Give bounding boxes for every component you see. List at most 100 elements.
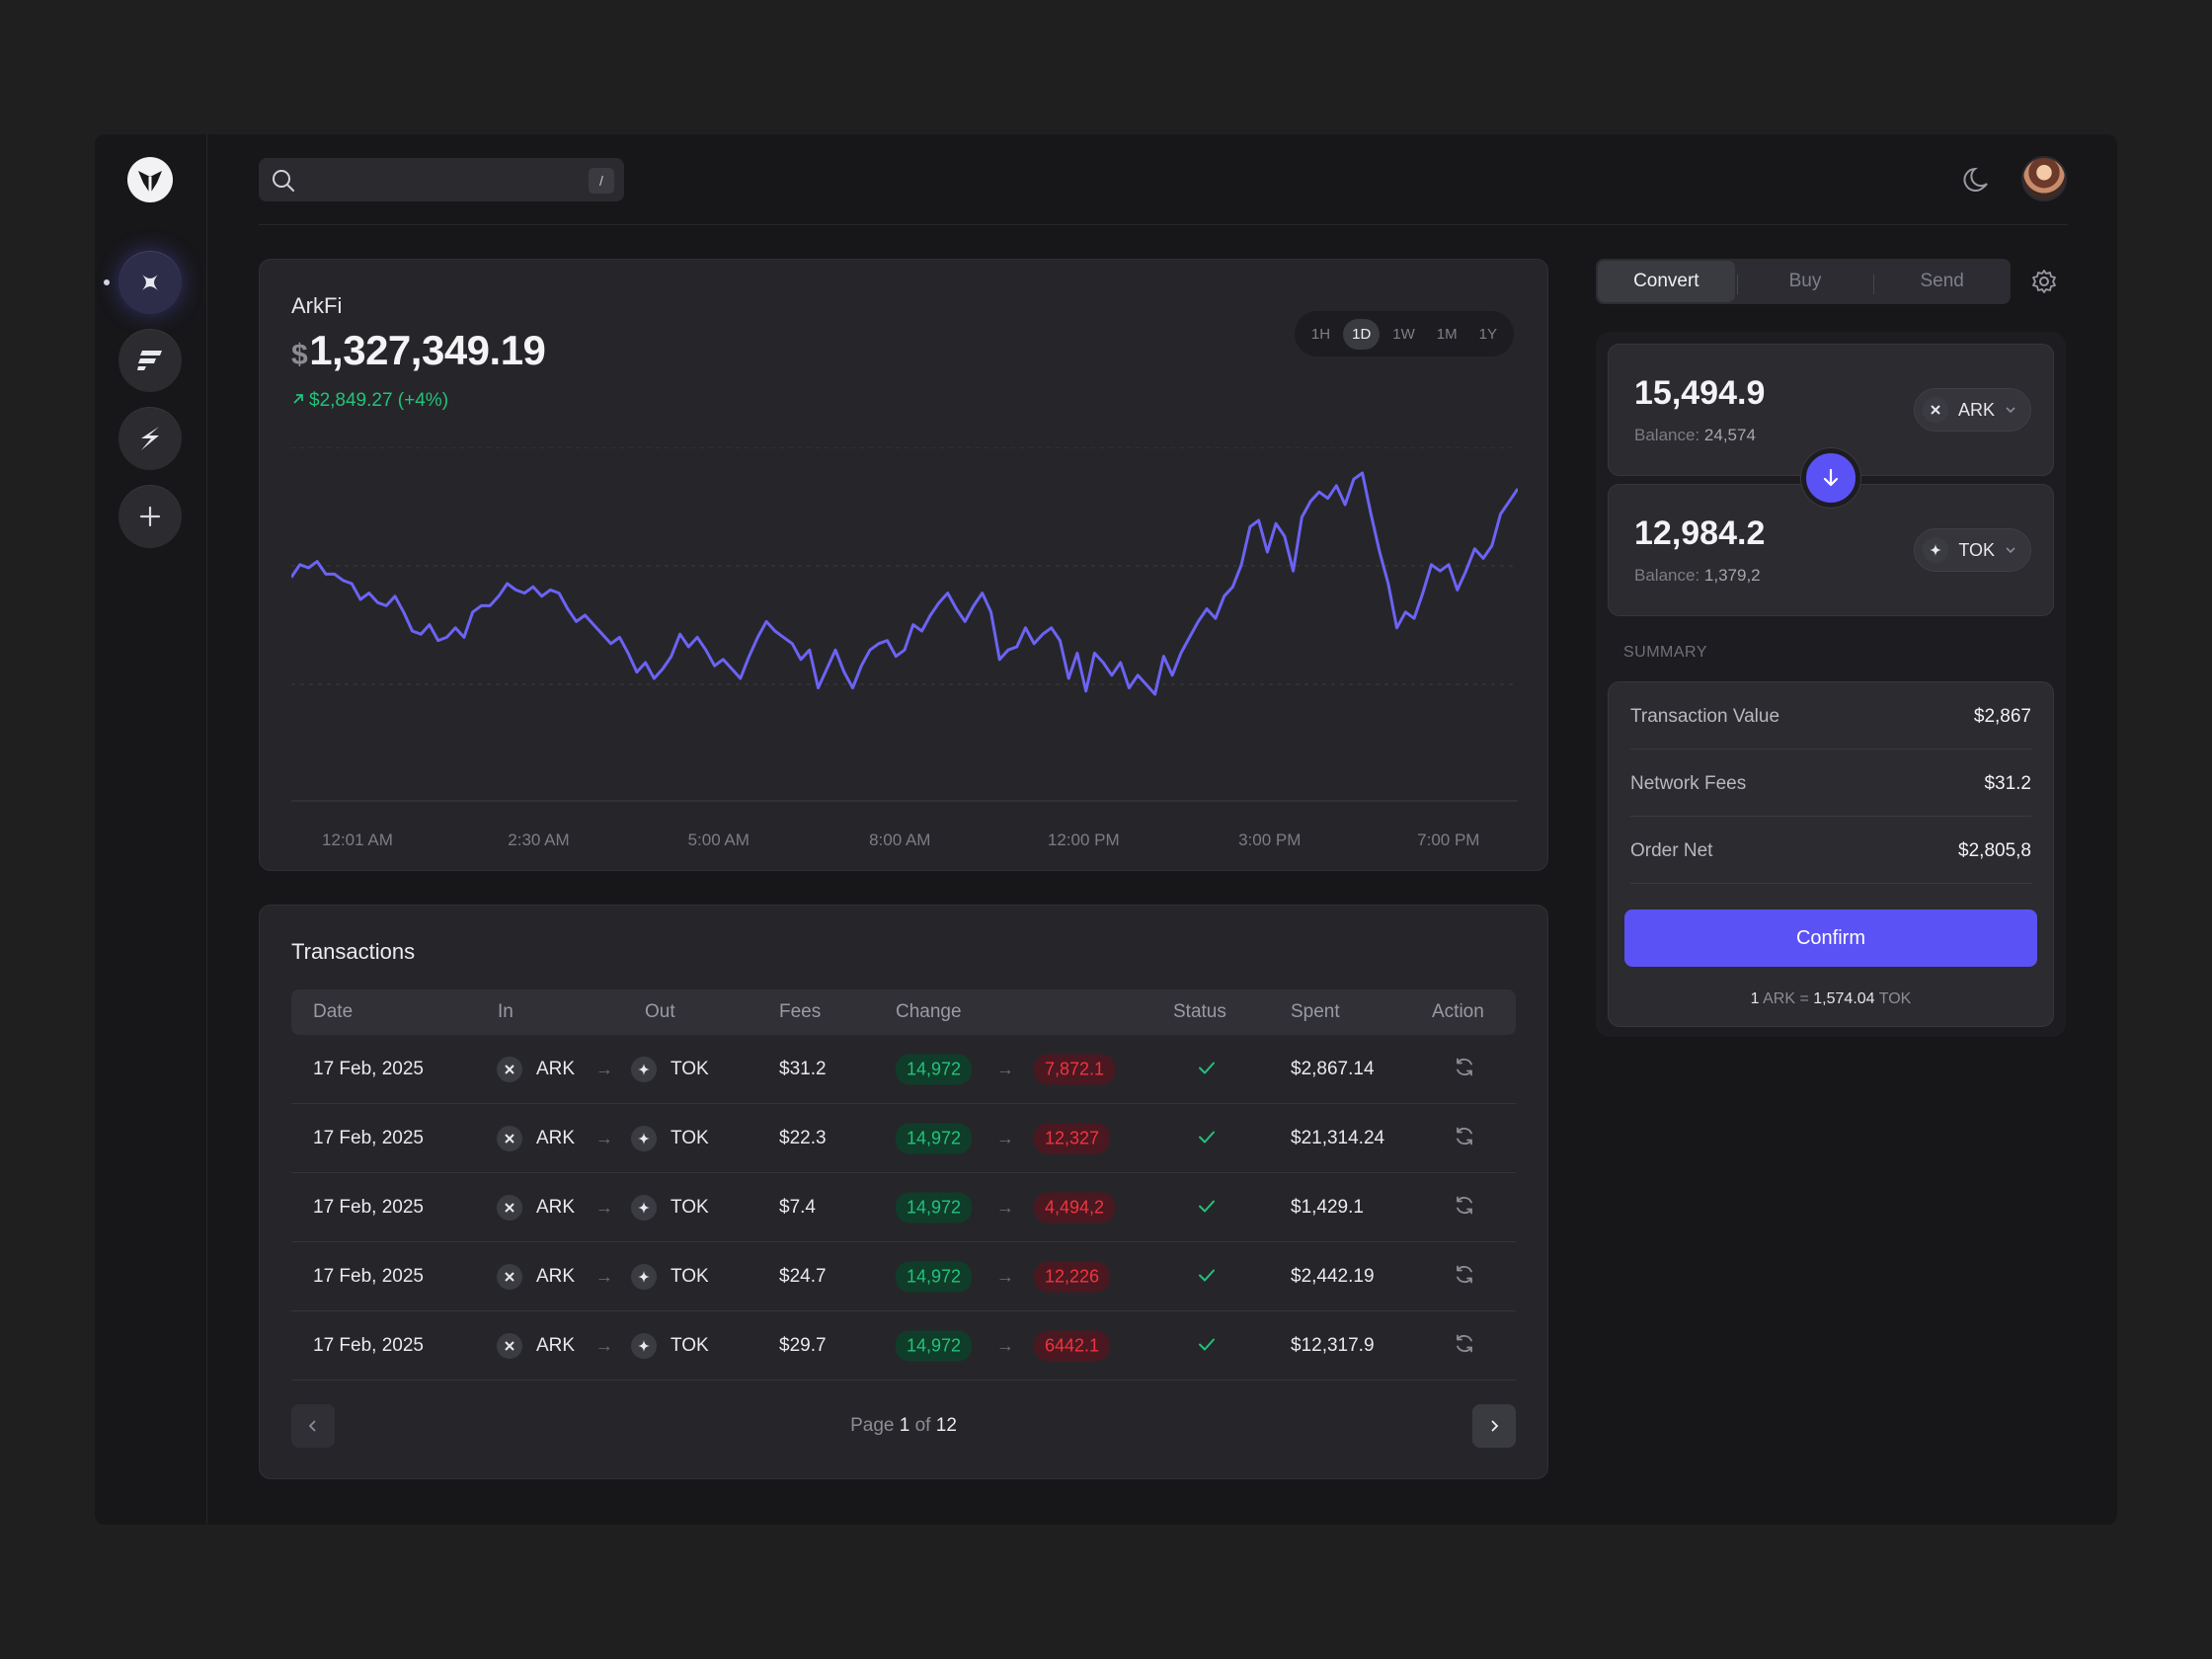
row-in-token: ARK xyxy=(536,1127,576,1148)
search-shortcut: / xyxy=(589,168,614,194)
x-tick-label: 5:00 AM xyxy=(687,830,750,849)
row-out-token: TOK xyxy=(671,1196,709,1218)
tab-convert[interactable]: Convert xyxy=(1598,261,1735,302)
row-change-from: 14,972 xyxy=(896,1192,973,1223)
tok-token-icon xyxy=(631,1194,657,1221)
sidebar-add-button[interactable] xyxy=(118,485,182,548)
refresh-icon[interactable] xyxy=(1453,1055,1476,1083)
tab-buy[interactable]: Buy xyxy=(1736,271,1874,294)
row-out-token: TOK xyxy=(671,1127,709,1148)
x-tick-label: 3:00 PM xyxy=(1238,830,1302,849)
summary-row: Transaction Value $2,867 xyxy=(1630,682,2031,750)
price-line-chart xyxy=(291,447,1518,802)
refresh-icon[interactable] xyxy=(1453,1193,1476,1222)
tok-token-icon xyxy=(631,1332,657,1359)
check-icon xyxy=(1198,1196,1216,1219)
exchange-rate: 1 ARK = 1,574.04 TOK xyxy=(1750,990,1912,1007)
row-change-to: 7,872.1 xyxy=(1034,1054,1116,1084)
from-token-select[interactable]: ARK xyxy=(1913,388,2031,432)
column-change: Change xyxy=(896,1001,962,1022)
ark-token-icon xyxy=(497,1263,522,1290)
arrow-right-icon: → xyxy=(595,1059,613,1078)
table-header: Date In Out Fees Change Status Spent Act… xyxy=(291,989,1516,1035)
timeframe-1y[interactable]: 1Y xyxy=(1478,325,1497,343)
arrow-up-right-icon xyxy=(293,394,303,404)
column-in: In xyxy=(498,1001,514,1022)
table-row: 17 Feb, 2025 ARK → TOK $7.4 14,972 → 4,494,2 $1,… xyxy=(291,1173,1516,1242)
sidebar-item-stack[interactable] xyxy=(118,329,182,392)
stack-icon xyxy=(137,351,162,370)
row-in-token: ARK xyxy=(536,1265,576,1287)
moon-icon[interactable] xyxy=(1959,162,1995,198)
row-fees: $29.7 xyxy=(779,1334,827,1356)
row-date: 17 Feb, 2025 xyxy=(313,1334,424,1356)
to-balance: Balance: 1,379,2 xyxy=(1634,566,1761,585)
row-change-from: 14,972 xyxy=(896,1054,973,1084)
sparkle-icon xyxy=(142,275,158,290)
row-spent: $1,429.1 xyxy=(1291,1196,1364,1218)
row-in-token: ARK xyxy=(536,1334,576,1356)
check-icon xyxy=(1198,1127,1216,1149)
price-chart-card: ArkFi $1,327,349.19 $2,849.27 (+4%) 1H 1… xyxy=(259,259,1548,871)
gear-icon[interactable] xyxy=(2030,268,2058,295)
check-icon xyxy=(1198,1058,1216,1080)
timeframe-1m[interactable]: 1M xyxy=(1436,325,1458,343)
to-token-select[interactable]: TOK xyxy=(1914,528,2031,572)
page-indicator: Page 1 of 12 xyxy=(850,1415,957,1436)
transactions-title: Transactions xyxy=(291,939,416,964)
arrow-right-icon: → xyxy=(595,1266,613,1286)
ark-token-icon xyxy=(497,1056,522,1082)
next-page-button[interactable] xyxy=(1472,1404,1516,1448)
confirm-button[interactable]: Confirm xyxy=(1624,909,2037,967)
search-bar[interactable]: / xyxy=(259,158,624,201)
row-fees: $24.7 xyxy=(779,1265,827,1287)
summary-box: Transaction Value $2,867 Network Fees $3… xyxy=(1608,681,2054,1027)
row-spent: $2,867.14 xyxy=(1291,1058,1375,1079)
previous-page-button[interactable] xyxy=(291,1404,335,1448)
from-amount[interactable]: 15,494.9 xyxy=(1634,374,1766,412)
ark-token-icon xyxy=(497,1194,522,1221)
tab-send[interactable]: Send xyxy=(1873,271,2011,294)
refresh-icon[interactable] xyxy=(1453,1331,1476,1360)
arrow-down-icon xyxy=(1823,468,1839,487)
refresh-icon[interactable] xyxy=(1453,1124,1476,1152)
x-axis-labels: 12:01 AM 2:30 AM 5:00 AM 8:00 AM 12:00 PM 3:0… xyxy=(291,830,1516,854)
arrow-right-icon: → xyxy=(996,1059,1014,1078)
action-tabs: Convert Buy Send xyxy=(1596,259,2011,304)
bolt-icon xyxy=(141,427,159,450)
row-change-from: 14,972 xyxy=(896,1123,973,1153)
tok-token-icon xyxy=(631,1056,657,1082)
row-in-token: ARK xyxy=(536,1058,576,1079)
sidebar-item-bolt[interactable] xyxy=(118,407,182,470)
row-out-token: TOK xyxy=(671,1058,709,1079)
row-change-to: 12,226 xyxy=(1034,1261,1111,1292)
timeframe-1w[interactable]: 1W xyxy=(1392,325,1415,343)
row-fees: $31.2 xyxy=(779,1058,827,1079)
refresh-icon[interactable] xyxy=(1453,1262,1476,1291)
row-change-to: 12,327 xyxy=(1034,1123,1111,1153)
row-spent: $21,314.24 xyxy=(1291,1127,1385,1148)
timeframe-1h[interactable]: 1H xyxy=(1310,325,1331,343)
price-change: $2,849.27 (+4%) xyxy=(291,390,448,412)
column-out: Out xyxy=(645,1001,675,1022)
row-date: 17 Feb, 2025 xyxy=(313,1196,424,1218)
x-tick-label: 12:00 PM xyxy=(1047,830,1120,849)
summary-row: Order Net $2,805,8 xyxy=(1630,817,2031,884)
ark-token-icon xyxy=(497,1125,522,1151)
ark-token-icon xyxy=(1922,397,1948,423)
row-change-from: 14,972 xyxy=(896,1330,973,1361)
avatar[interactable] xyxy=(2021,156,2067,201)
transactions-card: Transactions Date In Out Fees Change Sta… xyxy=(259,905,1548,1479)
summary-row: Network Fees $31.2 xyxy=(1630,750,2031,817)
table-row: 17 Feb, 2025 ARK → TOK $29.7 14,972 → 6442.1 $12… xyxy=(291,1311,1516,1381)
timeframe-1d[interactable]: 1D xyxy=(1343,318,1381,350)
swap-direction-button[interactable] xyxy=(1801,448,1860,508)
row-fees: $7.4 xyxy=(779,1196,816,1218)
to-amount[interactable]: 12,984.2 xyxy=(1634,514,1766,552)
header-divider xyxy=(259,224,2068,225)
plus-icon xyxy=(139,506,161,527)
sidebar-item-convert[interactable] xyxy=(118,251,182,314)
tok-token-icon xyxy=(631,1263,657,1290)
table-row: 17 Feb, 2025 ARK → TOK $31.2 14,972 → 7,872.1 $2… xyxy=(291,1035,1516,1104)
logo-icon[interactable] xyxy=(126,156,174,203)
